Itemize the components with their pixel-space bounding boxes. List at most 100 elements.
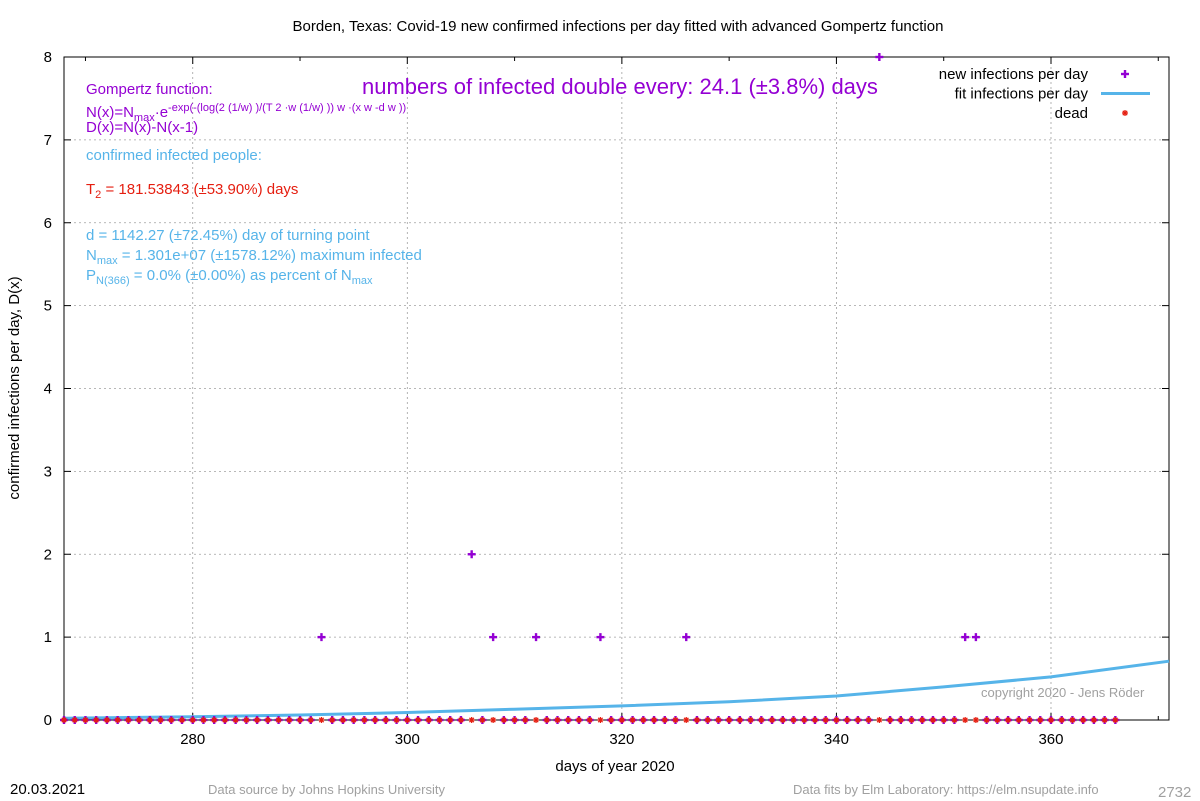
p-sub: N(366) xyxy=(96,275,130,287)
star-d2 xyxy=(747,717,754,723)
legend-label: new infections per day xyxy=(939,66,1089,83)
dead-point xyxy=(436,717,443,723)
y-tick-label: 8 xyxy=(44,49,52,66)
dead-point xyxy=(661,717,668,723)
star-d2 xyxy=(340,717,346,723)
star-d2 xyxy=(651,717,657,723)
dead-point xyxy=(951,717,958,723)
t2-part: = 181.53843 (±53.90%) days xyxy=(101,181,299,198)
star-d2 xyxy=(404,717,410,723)
star-d2 xyxy=(554,717,561,723)
star-d2 xyxy=(983,717,990,723)
dead-point xyxy=(425,717,432,723)
star-d2 xyxy=(1016,717,1022,723)
star-d2 xyxy=(393,717,400,723)
star-d2 xyxy=(157,717,164,723)
star-d2 xyxy=(865,717,872,723)
chart-marks xyxy=(60,53,1170,724)
dead-point xyxy=(361,717,368,723)
dead-point xyxy=(490,717,497,723)
dead-point xyxy=(801,717,808,723)
star-d2 xyxy=(640,717,646,723)
star-d2 xyxy=(715,717,722,723)
star-d2 xyxy=(1112,717,1119,723)
infection-point xyxy=(682,633,691,642)
y-tick-label: 4 xyxy=(44,381,52,398)
legend-label: dead xyxy=(1055,105,1088,122)
star-d2 xyxy=(662,717,668,723)
star-d2 xyxy=(597,717,604,723)
dead-point xyxy=(1112,717,1119,723)
star-d2 xyxy=(254,717,260,723)
t2-part: T xyxy=(86,181,96,198)
infection-point xyxy=(875,53,884,61)
dead-point xyxy=(736,717,743,723)
star-d2 xyxy=(855,717,861,723)
dead-point xyxy=(811,717,818,723)
star-d2 xyxy=(823,717,829,723)
t2-value: T2 = 181.53843 (±53.90%) days xyxy=(86,181,298,204)
star-d2 xyxy=(415,717,421,723)
dead-point xyxy=(854,717,861,723)
y-tick-label: 5 xyxy=(44,298,52,315)
dead-point xyxy=(972,717,979,723)
doubling-annotation: numbers of infected double every: 24.1 (… xyxy=(362,74,878,99)
star-d2 xyxy=(72,717,78,723)
star-d2 xyxy=(383,717,389,723)
dead-point xyxy=(1026,717,1033,723)
star-d2 xyxy=(351,717,357,723)
dead-point xyxy=(586,717,593,723)
x-axis-label: days of year 2020 xyxy=(555,758,674,775)
infection-point xyxy=(596,633,605,642)
dead-point xyxy=(146,717,153,723)
dead-point xyxy=(608,717,615,723)
chart-title: Borden, Texas: Covid-19 new confirmed in… xyxy=(293,18,944,35)
dead-point xyxy=(629,717,636,723)
star-d2 xyxy=(973,717,979,723)
y-tick-label: 0 xyxy=(44,712,52,729)
nmax-part: N xyxy=(86,247,97,264)
x-tick-label: 280 xyxy=(180,731,205,748)
star-d2 xyxy=(426,717,432,723)
dead-point xyxy=(983,717,990,723)
dead-point xyxy=(103,717,110,723)
star-d2 xyxy=(930,717,936,723)
star-d2 xyxy=(243,717,250,723)
dead-point xyxy=(243,717,250,723)
dead-point xyxy=(264,717,271,723)
star-d2 xyxy=(1037,717,1043,723)
infection-point xyxy=(317,633,326,642)
dead-point xyxy=(672,717,679,723)
x-tick-label: 320 xyxy=(609,731,634,748)
dead-point xyxy=(683,717,690,723)
dead-point xyxy=(179,717,186,723)
star-d2 xyxy=(908,717,915,723)
dead-point xyxy=(769,717,776,723)
formula-part: N(x)=N xyxy=(86,104,134,121)
dead-point xyxy=(1015,717,1022,723)
dead-point xyxy=(533,717,540,723)
dead-point xyxy=(876,717,883,723)
dead-point xyxy=(1047,717,1054,723)
y-tick-label: 3 xyxy=(44,463,52,480)
dead-point xyxy=(211,717,218,723)
dead-point xyxy=(468,717,475,723)
dead-point xyxy=(297,717,304,723)
dead-point xyxy=(908,717,915,723)
dead-point xyxy=(640,717,647,723)
dead-point xyxy=(71,717,78,723)
star-d2 xyxy=(147,717,153,723)
dead-point xyxy=(1090,717,1097,723)
dead-point xyxy=(307,717,314,723)
star-d2 xyxy=(93,717,99,723)
dead-point xyxy=(350,717,357,723)
dead-point xyxy=(136,717,143,723)
star-d2 xyxy=(619,717,625,723)
star-d2 xyxy=(683,717,689,723)
star-d2 xyxy=(533,717,539,723)
dead-point xyxy=(157,717,164,723)
star-d2 xyxy=(1048,717,1054,723)
y-tick-label: 7 xyxy=(44,132,52,149)
star-d2 xyxy=(61,717,67,723)
star-d2 xyxy=(114,717,121,723)
